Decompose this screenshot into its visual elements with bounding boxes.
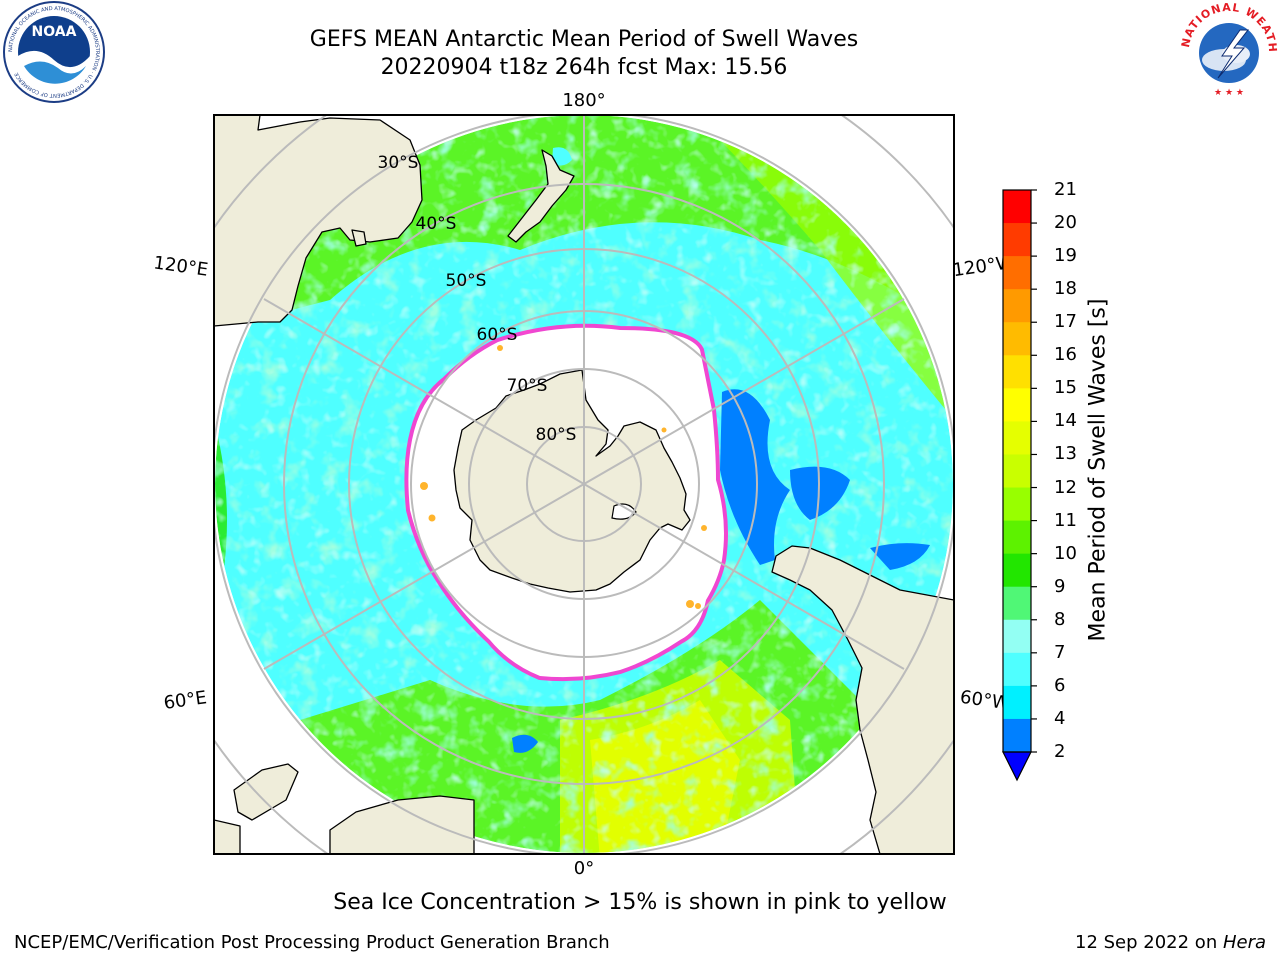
lat-label-60s: 60°S xyxy=(477,325,518,345)
noaa-logo: NATIONAL OCEANIC AND ATMOSPHERIC ADMINIS… xyxy=(3,1,105,103)
colorbar-tick-label: 12 xyxy=(1054,476,1077,498)
lon-label-0: 0° xyxy=(574,858,594,879)
colorbar-segment xyxy=(1003,520,1031,555)
colorbar-segment xyxy=(1003,355,1031,389)
colorbar-tick-label: 13 xyxy=(1054,443,1077,465)
colorbar-tick-label: 11 xyxy=(1054,509,1077,531)
footer-machine: Hera xyxy=(1222,932,1266,953)
colorbar-tick-label: 17 xyxy=(1054,311,1077,333)
noaa-logo-text: NOAA xyxy=(32,24,77,40)
colorbar-tick-label: 14 xyxy=(1054,410,1077,432)
colorbar-segment xyxy=(1003,322,1031,356)
colorbar-segment xyxy=(1003,454,1031,489)
colorbar-tick-label: 6 xyxy=(1054,674,1066,696)
lon-label-120e: 120°E xyxy=(152,252,209,280)
lon-label-60e: 60°E xyxy=(162,687,208,714)
lat-label-30s: 30°S xyxy=(378,153,419,173)
colorbar-tick-label: 2 xyxy=(1054,741,1066,762)
graticule xyxy=(214,115,954,854)
colorbar-tick-label: 21 xyxy=(1054,179,1077,200)
colorbar-tick-label: 7 xyxy=(1054,641,1066,663)
land xyxy=(214,115,954,854)
colorbar-tick-label: 20 xyxy=(1054,212,1077,234)
colorbar-extend-arrow xyxy=(1002,751,1032,782)
lat-label-80s: 80°S xyxy=(536,425,577,445)
colorbar-tick-label: 9 xyxy=(1054,575,1066,597)
colorbar-tick-label: 18 xyxy=(1054,278,1077,300)
colorbar xyxy=(1002,189,1037,782)
colorbar-tick-label: 10 xyxy=(1054,542,1077,564)
colorbar-segment xyxy=(1003,718,1031,753)
colorbar-tick-label: 16 xyxy=(1054,344,1077,366)
colorbar-segment xyxy=(1003,388,1031,422)
footer-date: 12 Sep 2022 on Hera xyxy=(1075,932,1266,953)
map-frame xyxy=(213,114,955,855)
colorbar-segment xyxy=(1003,652,1031,687)
lon-label-180: 180° xyxy=(562,90,605,111)
lat-label-50s: 50°S xyxy=(446,271,487,291)
colorbar-tick-label: 19 xyxy=(1054,245,1077,267)
colorbar-segment xyxy=(1003,190,1031,224)
colorbar-segment xyxy=(1003,289,1031,323)
colorbar-segment xyxy=(1003,256,1031,290)
colorbar-tick-label: 15 xyxy=(1054,377,1077,399)
colorbar-tick-label: 4 xyxy=(1054,707,1066,729)
colorbar-segment xyxy=(1003,421,1031,455)
nws-logo: NATIONAL WEATHER SERVICE ★ ★ ★ xyxy=(1178,0,1278,100)
colorbar-segment xyxy=(1003,619,1031,654)
colorbar-tick-label: 8 xyxy=(1054,608,1066,630)
svg-text:★ ★ ★: ★ ★ ★ xyxy=(1214,88,1244,98)
footer-date-text: 12 Sep 2022 on xyxy=(1075,932,1223,953)
antarctica xyxy=(453,369,691,593)
colorbar-segment xyxy=(1003,223,1031,257)
lat-label-70s: 70°S xyxy=(507,376,548,396)
lat-label-40s: 40°S xyxy=(416,214,457,234)
colorbar-outline xyxy=(1002,189,1032,753)
colorbar-segment xyxy=(1003,685,1031,720)
sea-ice-caption: Sea Ice Concentration > 15% is shown in … xyxy=(333,890,947,915)
colorbar-segment xyxy=(1003,553,1031,588)
footer-producer: NCEP/EMC/Verification Post Processing Pr… xyxy=(14,932,610,953)
chart-subtitle: 20220904 t18z 264h fcst Max: 15.56 xyxy=(380,55,788,80)
colorbar-title: Mean Period of Swell Waves [s] xyxy=(1085,298,1111,642)
colorbar-segment xyxy=(1003,487,1031,522)
colorbar-segment xyxy=(1003,586,1031,621)
chart-title: GEFS MEAN Antarctic Mean Period of Swell… xyxy=(309,27,859,52)
